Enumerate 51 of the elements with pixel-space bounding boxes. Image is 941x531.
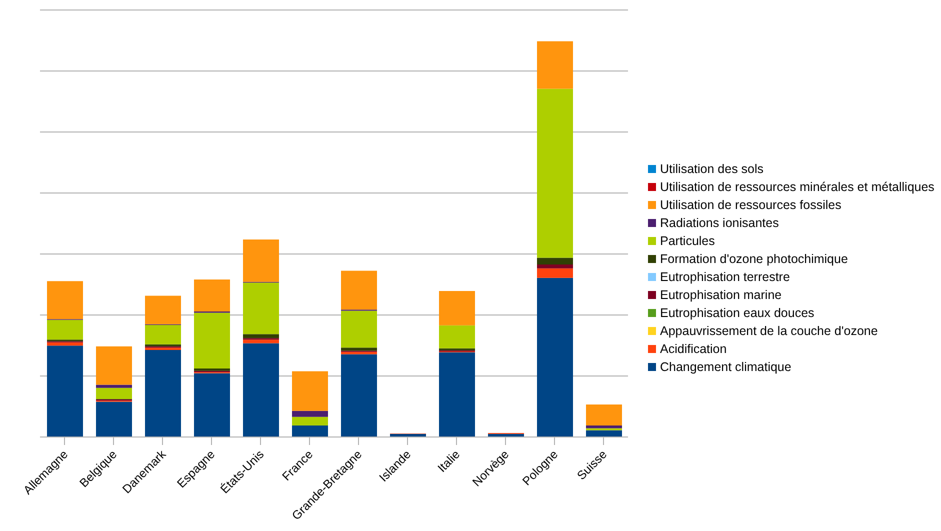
bar: [537, 268, 573, 278]
legend-label: Acidification: [660, 341, 727, 358]
bar: [439, 290, 475, 326]
bar: [537, 258, 573, 264]
legend-label: Particules: [660, 233, 715, 250]
bar: [292, 426, 328, 437]
bar: [292, 371, 328, 411]
bar: [96, 346, 132, 385]
bar: [47, 320, 83, 340]
bar: [292, 410, 328, 417]
legend-label: Eutrophisation marine: [660, 287, 782, 304]
bar: [96, 402, 132, 437]
legend-label: Eutrophisation eaux douces: [660, 305, 814, 322]
bar: [145, 325, 181, 344]
bar: [47, 346, 83, 437]
bar: [96, 384, 132, 388]
bar: [586, 426, 622, 428]
bar: [537, 88, 573, 258]
bar: [341, 354, 377, 437]
bar: [145, 296, 181, 324]
bar: [243, 340, 279, 344]
bar: [194, 279, 230, 312]
bar: [47, 342, 83, 346]
bar: [243, 343, 279, 437]
bar: [537, 278, 573, 437]
bar: [96, 388, 132, 400]
bar: [537, 41, 573, 89]
bar: [341, 310, 377, 348]
bar: [586, 404, 622, 426]
legend-label: Changement climatique: [660, 359, 792, 376]
legend-label: Formation d'ozone photochimique: [660, 251, 848, 268]
bar: [194, 312, 230, 369]
bar: [537, 264, 573, 268]
legend-label: Appauvrissement de la couche d'ozone: [660, 323, 878, 340]
bar: [243, 334, 279, 338]
legend-label: Utilisation de ressources minérales et métalliques: [660, 179, 934, 196]
bar: [341, 270, 377, 310]
bar: [194, 373, 230, 437]
legend-label: Utilisation de ressources fossiles: [660, 197, 842, 214]
bar: [145, 350, 181, 437]
bar: [341, 348, 377, 351]
bar: [439, 325, 475, 348]
legend-label: Radiations ionisantes: [660, 215, 779, 232]
bar: [47, 281, 83, 320]
legend-label: Utilisation des sols: [660, 161, 764, 178]
bar: [243, 240, 279, 282]
bar: [439, 352, 475, 437]
legend-label: Eutrophisation terrestre: [660, 269, 790, 286]
bar: [243, 282, 279, 334]
bar: [292, 416, 328, 426]
bar: [341, 352, 377, 354]
